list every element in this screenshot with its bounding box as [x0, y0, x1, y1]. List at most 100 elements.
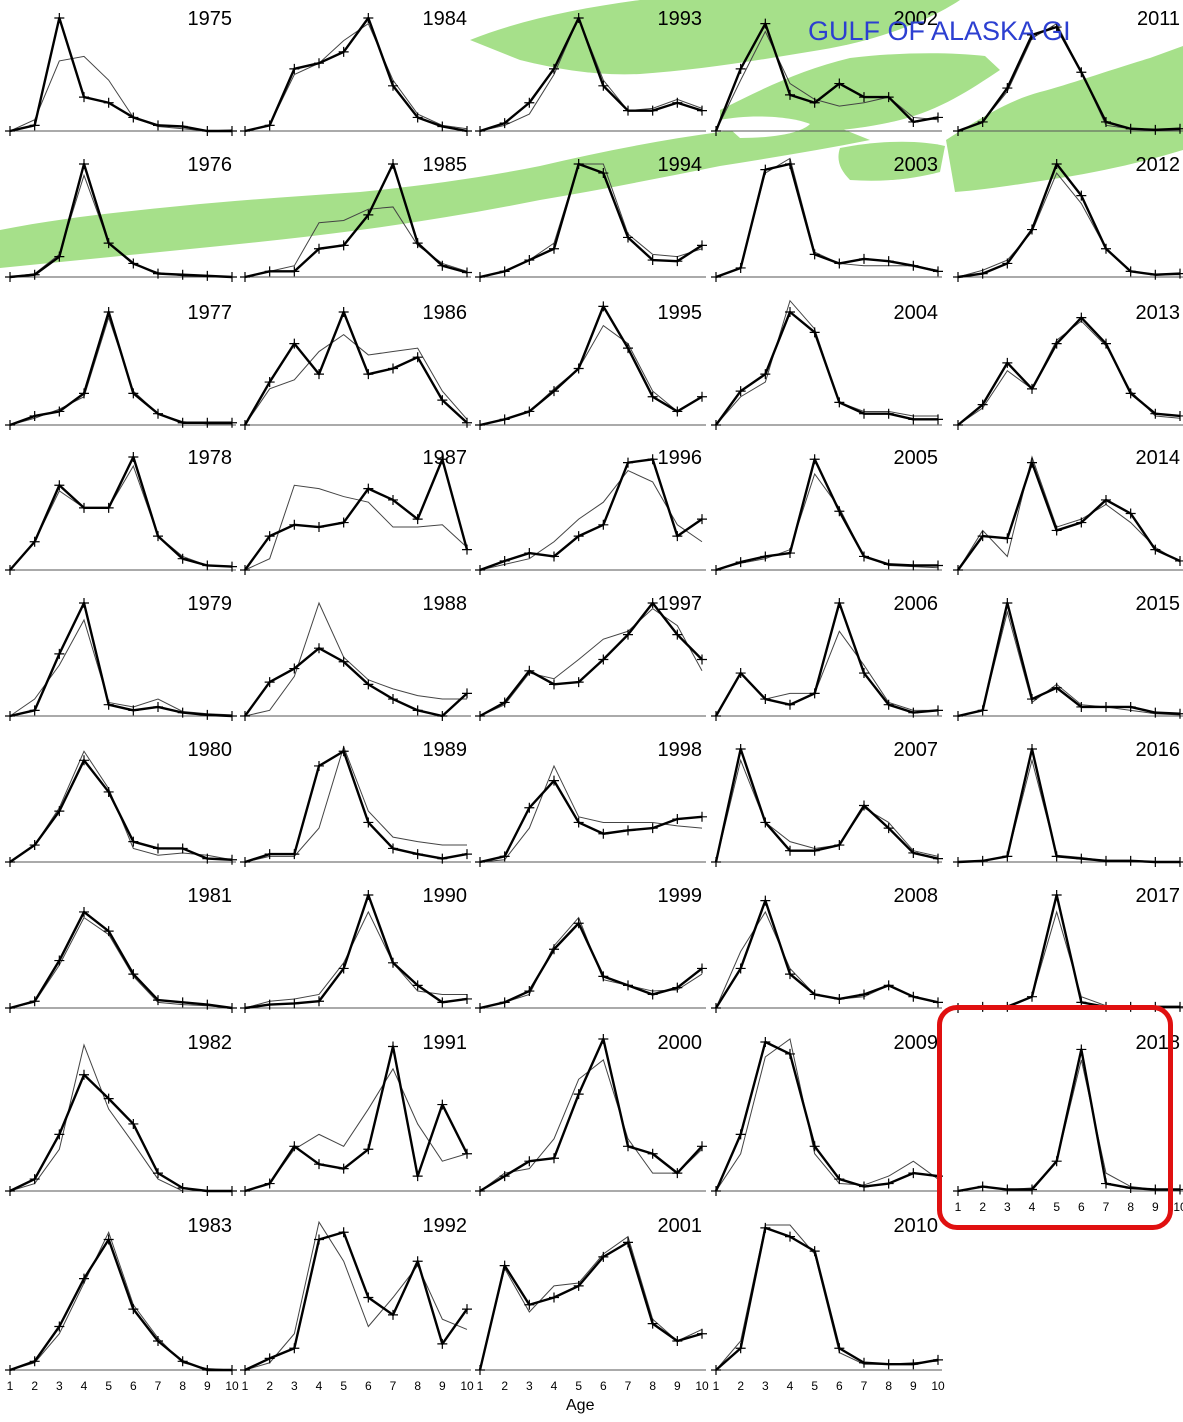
panel-year-label: 1995 [658, 302, 703, 324]
data-point [5, 565, 15, 575]
data-point [1175, 1184, 1183, 1195]
data-point [883, 1178, 894, 1189]
data-point [1175, 857, 1183, 867]
x-tick-label: 8 [1127, 1200, 1134, 1214]
data-point [1051, 682, 1062, 693]
series-observed-1982 [9, 1073, 232, 1193]
x-tick-label: 10 [695, 1379, 709, 1393]
x-tick-label: 5 [575, 1379, 582, 1393]
data-point [202, 417, 213, 428]
panel-year-label: 2000 [658, 1032, 703, 1054]
panel-1977: 1977 [5, 302, 237, 430]
data-point [672, 97, 683, 108]
panel-2007: 2007 [711, 739, 943, 867]
data-point [314, 243, 324, 254]
data-point [1101, 494, 1111, 505]
data-point [412, 1171, 423, 1182]
data-point [1175, 1001, 1183, 1012]
data-point [933, 266, 943, 277]
data-point [933, 853, 943, 864]
data-point [977, 855, 988, 866]
series-predicted-1992 [244, 1220, 468, 1371]
series-observed-1993 [479, 16, 703, 133]
series-predicted-2009 [715, 1038, 939, 1192]
data-point [79, 755, 89, 766]
panel-1987: 1987 [240, 447, 472, 575]
data-point [760, 369, 771, 380]
panel-year-label: 2006 [894, 593, 939, 615]
data-point [1150, 1184, 1161, 1195]
data-point [524, 986, 535, 997]
data-point [785, 307, 795, 317]
series-predicted-1988 [244, 601, 467, 717]
data-point [859, 1181, 869, 1192]
panel-year-label: 1978 [188, 447, 233, 469]
data-point [202, 709, 213, 720]
data-point [1002, 851, 1013, 862]
panel-year-label: 1999 [658, 885, 703, 907]
series-predicted-2013 [957, 320, 1181, 426]
data-point [227, 711, 237, 721]
data-point [623, 343, 633, 354]
series-predicted-1996 [479, 469, 703, 571]
data-point [1150, 707, 1161, 718]
data-point [54, 1321, 65, 1332]
data-point [462, 688, 472, 699]
data-point [412, 112, 423, 123]
data-point [859, 1357, 869, 1368]
data-point [177, 417, 188, 428]
map-island-right [838, 141, 945, 181]
data-point [977, 531, 988, 542]
data-point [79, 906, 89, 917]
data-point [953, 857, 963, 867]
data-point [5, 126, 15, 136]
data-point [289, 998, 300, 1009]
series-observed-1997 [479, 601, 703, 718]
data-point [598, 80, 609, 91]
x-tick-label: 5 [1053, 1200, 1060, 1214]
x-tick-label: 9 [910, 1379, 917, 1393]
data-point [573, 1089, 584, 1100]
data-point [202, 270, 213, 281]
data-point [240, 272, 250, 282]
data-point [697, 105, 707, 116]
x-tick-label: 2 [979, 1200, 986, 1214]
data-point [977, 399, 988, 410]
data-point [1175, 708, 1183, 719]
series-observed-2003 [715, 162, 939, 279]
data-point [883, 1359, 894, 1370]
data-point [264, 1353, 275, 1364]
data-point [735, 63, 746, 74]
data-point [475, 1003, 485, 1013]
x-tick-label: 2 [737, 1379, 744, 1393]
data-point [1002, 83, 1013, 94]
data-point [1002, 1184, 1013, 1195]
data-point [647, 255, 658, 266]
panel-1986: 1986 [240, 302, 472, 430]
x-tick-label: 7 [625, 1379, 632, 1393]
data-point [672, 982, 683, 993]
data-point [1175, 410, 1183, 421]
data-point [153, 701, 163, 712]
panel-2016: 2016 [953, 739, 1183, 867]
data-point [437, 1099, 448, 1110]
series-observed-1991 [244, 1045, 469, 1193]
series-predicted-2015 [957, 610, 1181, 717]
data-point [1051, 1156, 1062, 1167]
data-point [437, 1338, 448, 1349]
data-point [54, 806, 65, 817]
panel-2010: 2010 1 2 3 4 5 6 7 8 9 10 [711, 1215, 945, 1393]
data-point [672, 406, 683, 417]
data-point [549, 944, 559, 955]
data-point [549, 775, 559, 786]
x-tick-label: 4 [1029, 1200, 1036, 1214]
panel-2006: 2006 [711, 593, 943, 721]
panel-1983: 1983 1 2 3 4 5 6 7 8 9 10 [5, 1215, 239, 1393]
data-point [933, 414, 943, 425]
data-point [177, 997, 188, 1008]
data-point [128, 836, 139, 847]
alaska-map-background [0, 0, 1183, 268]
data-point [809, 454, 820, 465]
x-tick-label: 7 [861, 1379, 868, 1393]
data-point [524, 97, 535, 108]
